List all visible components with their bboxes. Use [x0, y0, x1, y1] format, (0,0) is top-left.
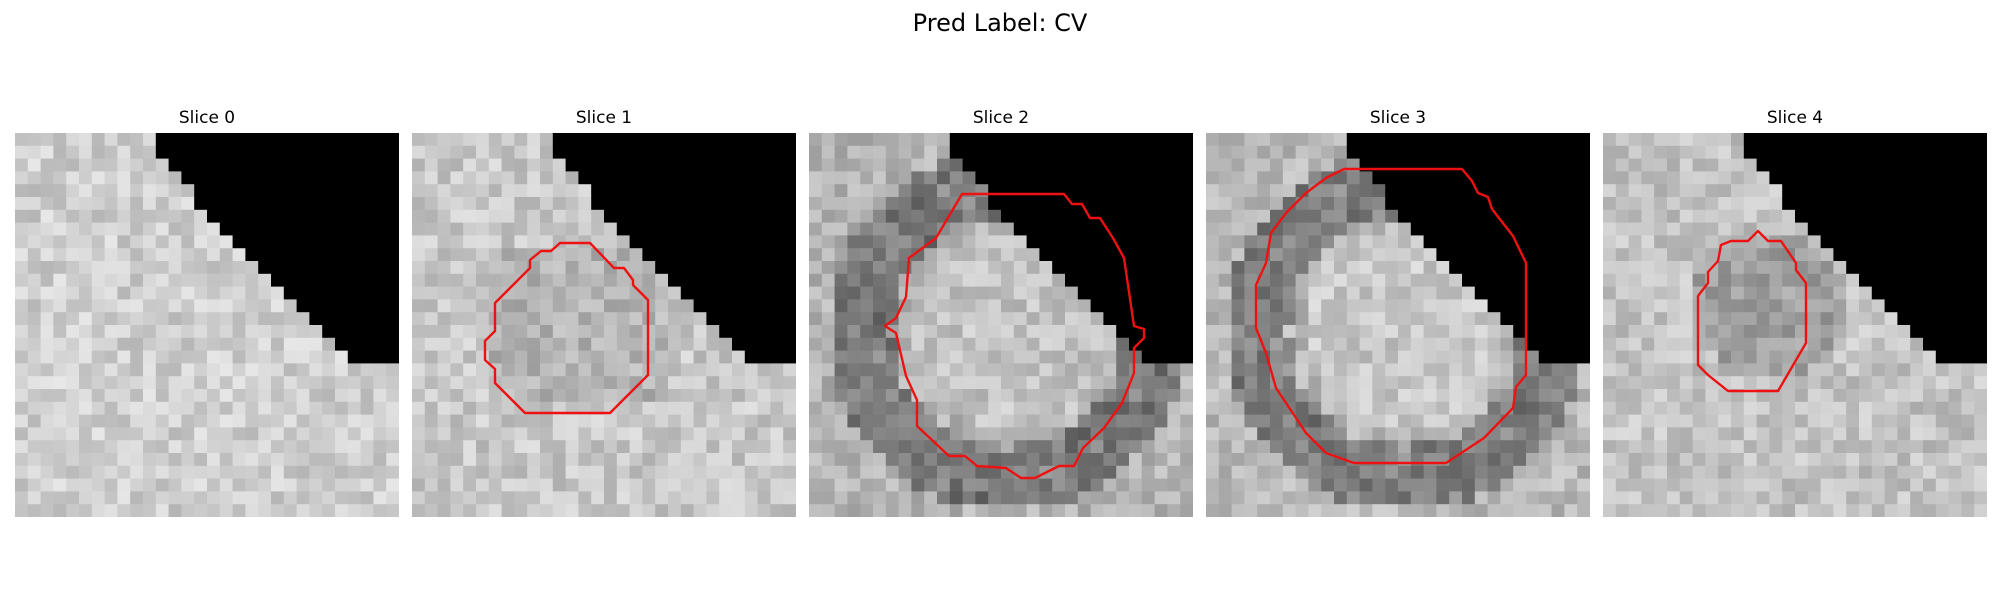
slice-image	[809, 133, 1193, 517]
slice-title: Slice 3	[1369, 108, 1427, 128]
figure-title: Pred Label: CV	[912, 9, 1088, 37]
slice-panel-2: Slice 2	[809, 106, 1193, 517]
segmentation-contour	[883, 192, 1146, 480]
slice-image	[412, 133, 796, 517]
slice-image	[1206, 133, 1590, 517]
slice-panel-4: Slice 4	[1603, 106, 1987, 517]
slice-title: Slice 4	[1766, 108, 1824, 128]
segmentation-contour	[1696, 229, 1808, 393]
slice-panel-3: Slice 3	[1206, 106, 1590, 517]
slice-image	[15, 133, 399, 517]
slice-image	[1603, 133, 1987, 517]
slice-panel-1: Slice 1	[412, 106, 796, 517]
segmentation-contour	[1254, 167, 1528, 465]
slice-title: Slice 1	[575, 108, 633, 128]
segmentation-contour	[483, 241, 650, 415]
slice-title: Slice 2	[972, 108, 1030, 128]
slice-panel-0: Slice 0	[15, 106, 399, 517]
slice-title: Slice 0	[178, 108, 236, 128]
